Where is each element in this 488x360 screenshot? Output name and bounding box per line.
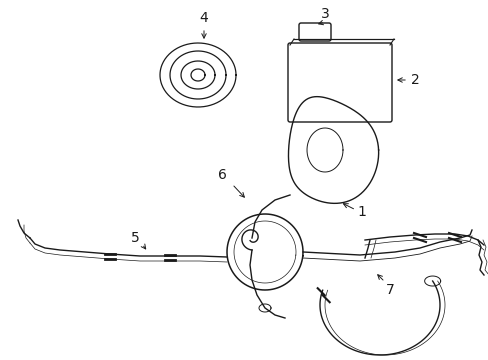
FancyBboxPatch shape — [298, 23, 330, 41]
Text: 3: 3 — [320, 7, 329, 21]
Text: 7: 7 — [385, 283, 393, 297]
FancyBboxPatch shape — [287, 43, 391, 122]
Text: 5: 5 — [130, 231, 139, 245]
Text: 4: 4 — [199, 11, 208, 25]
Text: 1: 1 — [357, 205, 366, 219]
Text: 6: 6 — [217, 168, 226, 182]
Text: 2: 2 — [410, 73, 419, 87]
